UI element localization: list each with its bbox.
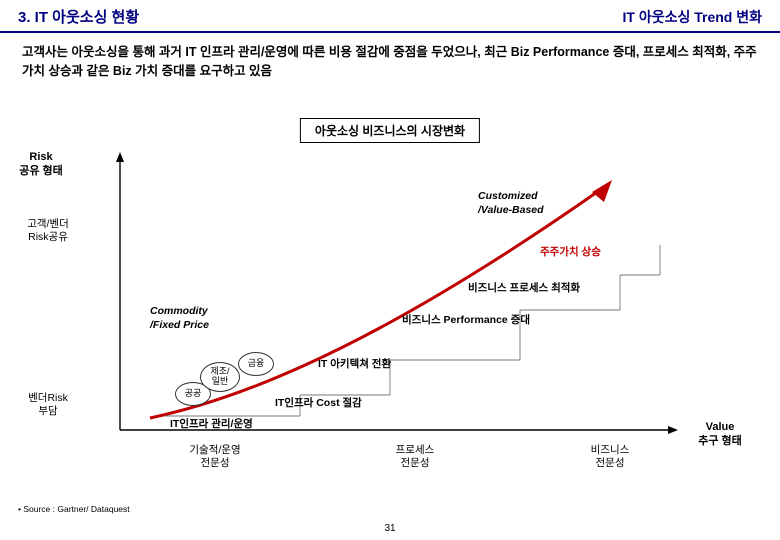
trend-label-3: 비즈니스 Performance 증대 [402, 314, 530, 328]
trend-label-4: 비즈니스 프로세스 최적화 [468, 282, 580, 296]
trend-label-2: IT 아키텍쳐 전환 [318, 358, 391, 372]
bubble-manufacturing: 제조/ 일반 [200, 362, 240, 392]
x-axis-label: Value 추구 형태 [690, 420, 750, 449]
description-text: 고객사는 아웃소싱을 통해 과거 IT 인프라 관리/운영에 따른 비용 절감에… [0, 33, 780, 87]
bubble-finance: 금융 [238, 352, 274, 376]
chart-title-box: 아웃소싱 비즈니스의 시장변화 [300, 118, 480, 143]
trend-label-1: IT인프라 Cost 절감 [275, 397, 362, 411]
header: 3. IT 아웃소싱 현황 IT 아웃소싱 Trend 변화 [0, 0, 780, 33]
corner-top-right: Customized /Value-Based [478, 190, 544, 217]
page-number: 31 [384, 523, 395, 534]
corner-bottom-left: Commodity /Fixed Price [150, 305, 209, 332]
y-axis-label: Risk 공유 형태 [16, 150, 66, 179]
page-subtitle: IT 아웃소싱 Trend 변화 [622, 7, 762, 27]
x-tick-1: 기술적/운영 전문성 [175, 444, 255, 470]
source-text: • Source : Gartner/ Dataquest [18, 504, 130, 514]
trend-label-0: IT인프라 관리/운영 [170, 418, 253, 432]
x-tick-2: 프로세스 전문성 [375, 444, 455, 470]
x-tick-3: 비즈니스 전문성 [570, 444, 650, 470]
section-title: 3. IT 아웃소싱 현황 [18, 6, 139, 27]
trend-label-5: 주주가치 상승 [540, 246, 601, 260]
